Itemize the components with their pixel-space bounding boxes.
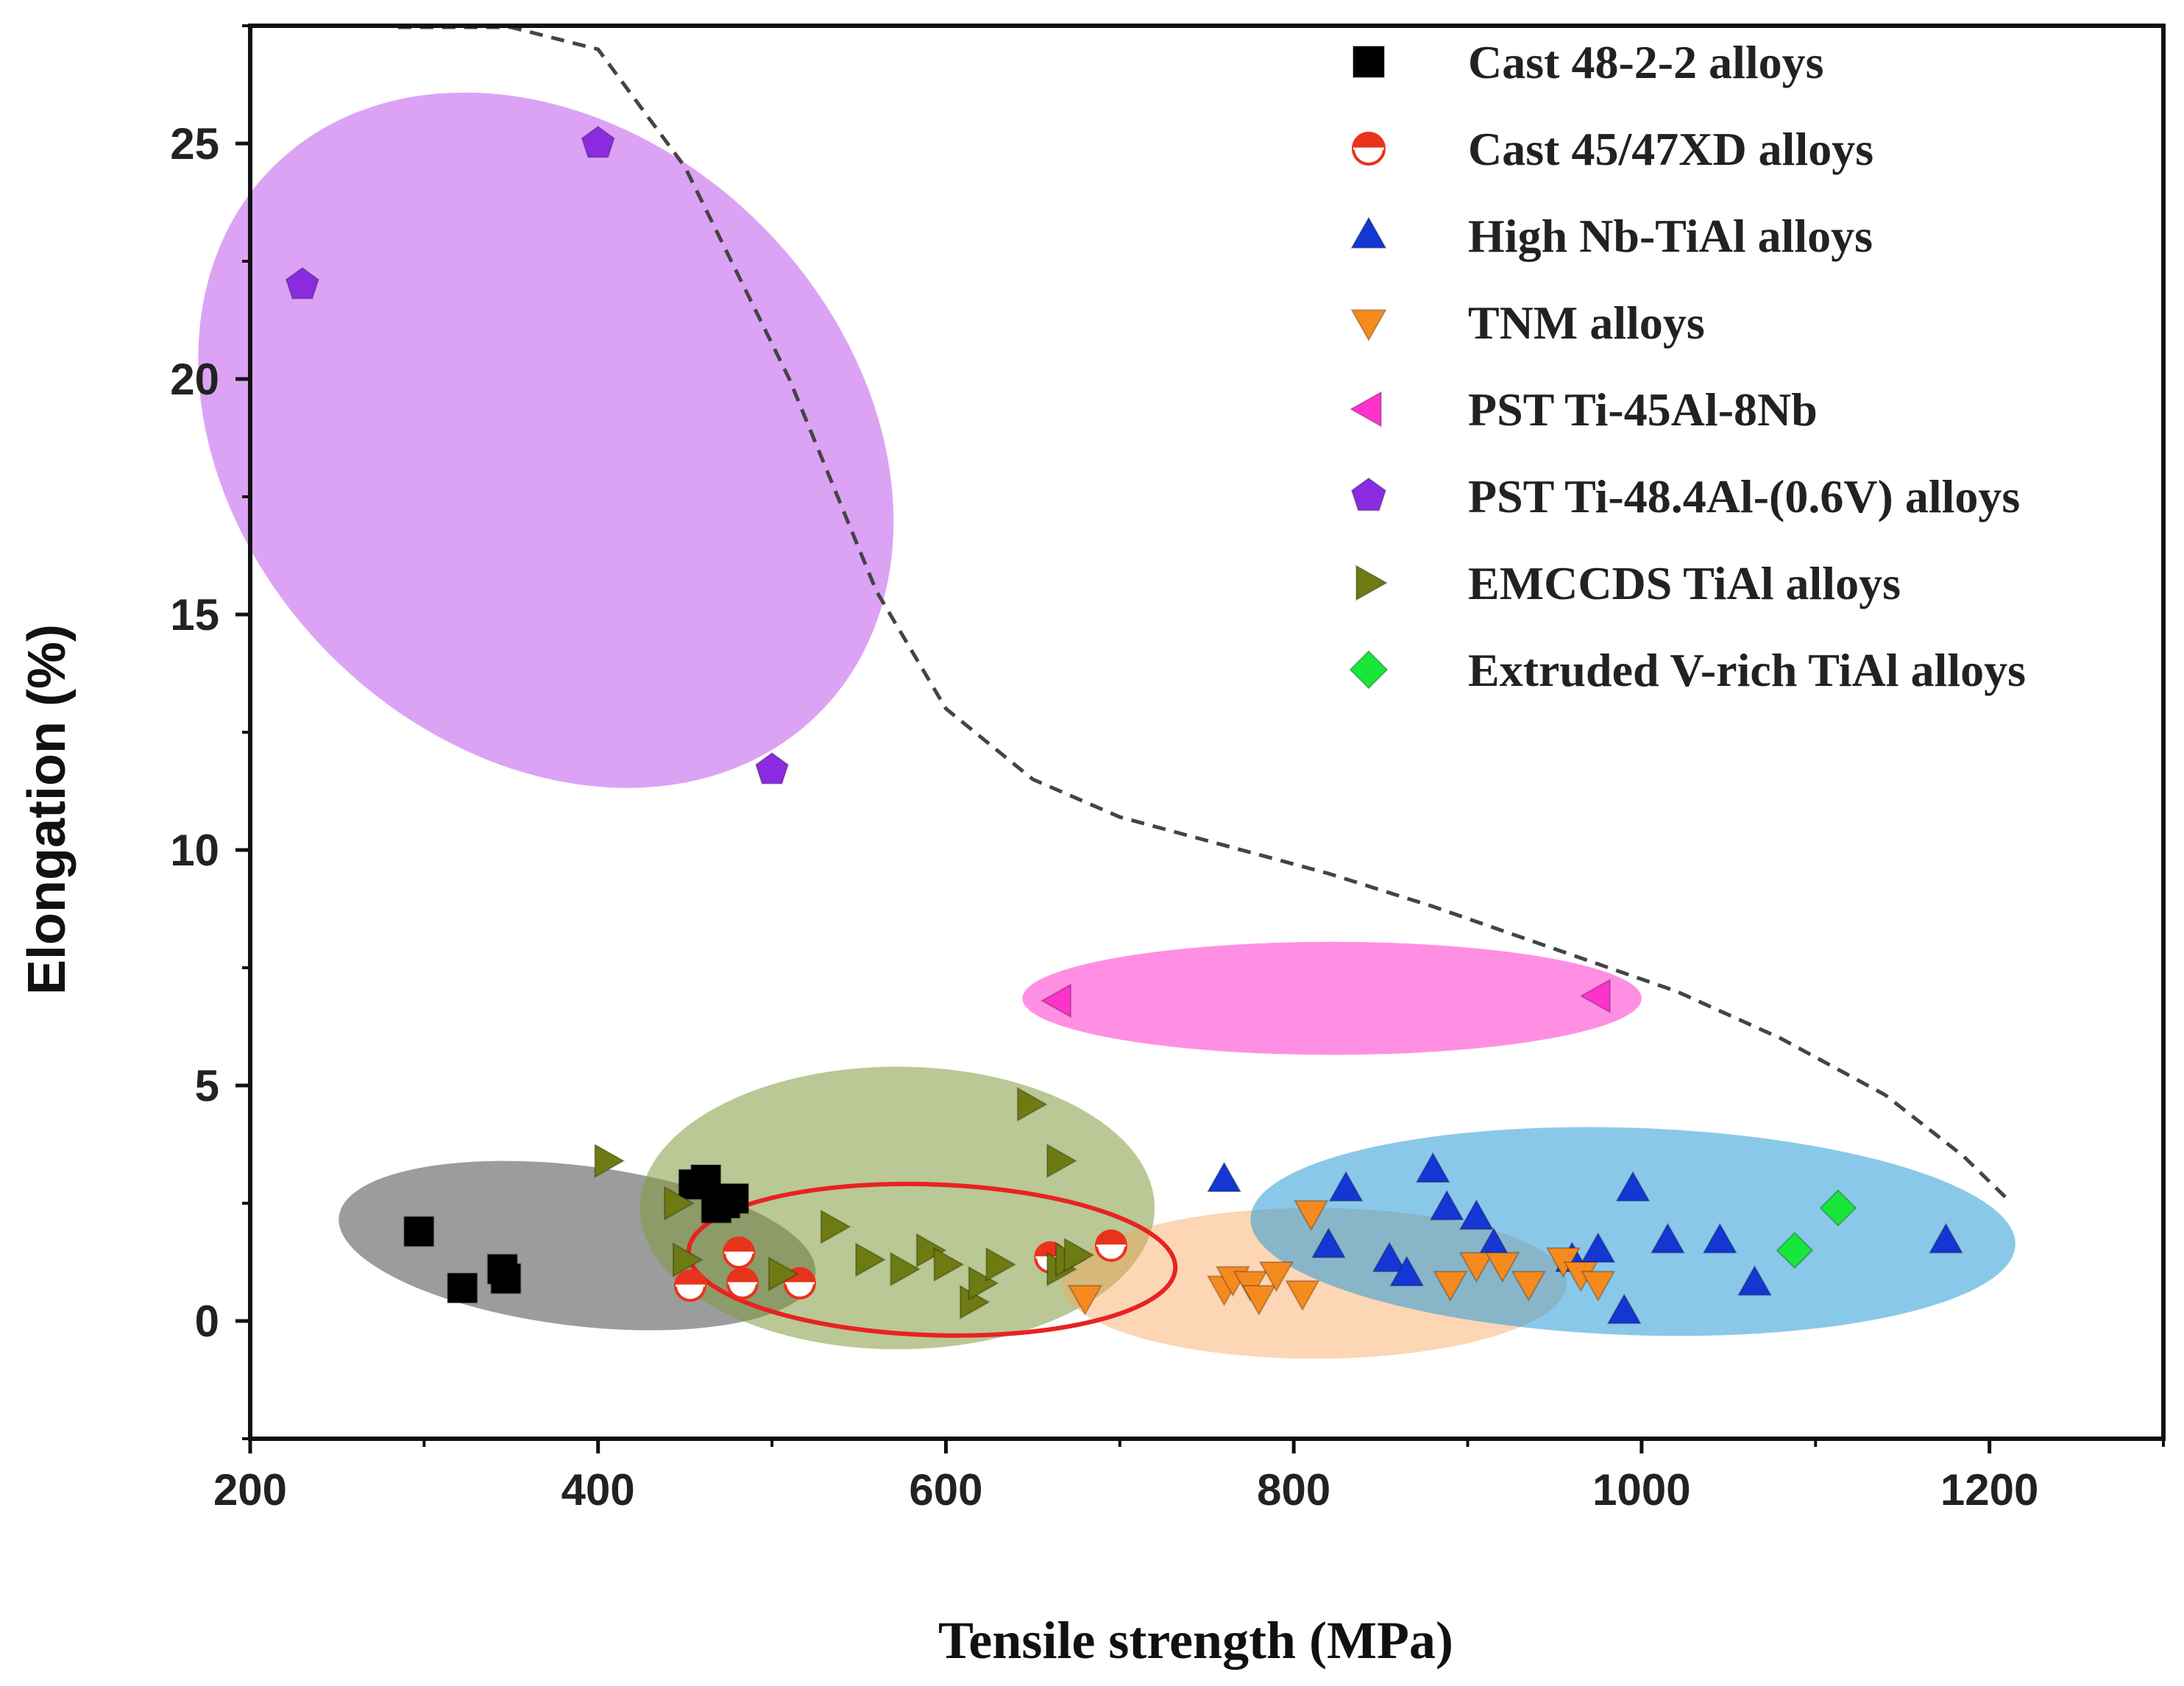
point-series6-7	[915, 1233, 947, 1268]
legend-marker-6	[1355, 564, 1389, 601]
point-series0-0	[403, 1216, 435, 1247]
x-axis-title: Tensile strength (MPa)	[938, 1611, 1453, 1670]
point-series4-1	[1579, 978, 1611, 1014]
legend-label-0: Cast 48-2-2 alloys	[1468, 36, 1824, 88]
point-series1-5	[1095, 1229, 1127, 1262]
point-series6-2	[672, 1242, 703, 1278]
point-series3-6	[1285, 1280, 1320, 1311]
point-series6-6	[890, 1251, 921, 1287]
point-series6-12	[1016, 1086, 1048, 1122]
legend-marker-5	[1350, 477, 1387, 511]
y-tick-label-1: 5	[195, 1061, 219, 1111]
point-series0-3	[490, 1263, 522, 1294]
point-series0-8	[718, 1183, 750, 1214]
legend-label-1: Cast 45/47XD alloys	[1468, 123, 1873, 175]
legend-marker-1	[1352, 132, 1386, 166]
point-series1-3	[783, 1267, 816, 1300]
point-series4-0	[1040, 983, 1072, 1019]
legend-label-2: High Nb-TiAl alloys	[1468, 210, 1873, 262]
point-series6-11	[985, 1247, 1017, 1282]
point-series2-12	[1615, 1170, 1651, 1202]
x-tick-label-0: 200	[213, 1465, 287, 1515]
x-tick-label-1: 400	[561, 1465, 635, 1515]
point-series1-2	[726, 1267, 759, 1300]
point-series3-8	[1433, 1270, 1468, 1302]
region-ellipse-3	[639, 1066, 1155, 1350]
point-series6-3	[767, 1256, 799, 1292]
point-series6-5	[855, 1242, 887, 1278]
legend-label-6: EMCCDS TiAl alloys	[1468, 557, 1901, 609]
axes: 200 400 600 800 1000 1200 0 5 10 15 20 25	[170, 24, 2165, 1515]
legend: Cast 48-2-2 alloys Cast 45/47XD alloys Hig…	[1349, 36, 2026, 696]
point-series3-14	[1581, 1270, 1616, 1302]
region-ellipse-0	[198, 92, 894, 788]
point-series3-0	[1067, 1285, 1103, 1317]
point-series6-1	[664, 1186, 695, 1221]
point-series2-4	[1389, 1255, 1425, 1286]
point-series2-1	[1311, 1227, 1347, 1258]
point-series2-15	[1737, 1264, 1773, 1296]
legend-marker-2	[1350, 216, 1387, 249]
y-tick-label-5: 25	[170, 119, 219, 169]
data-points	[285, 125, 1964, 1325]
y-tick-label-4: 20	[170, 355, 219, 404]
point-series3-9	[1458, 1252, 1495, 1283]
point-series1-1	[723, 1236, 756, 1269]
legend-label-4: PST Ti-45Al-8Nb	[1468, 383, 1818, 436]
y-tick-label-2: 10	[170, 826, 219, 875]
point-series2-7	[1458, 1199, 1495, 1230]
point-series2-11	[1606, 1293, 1642, 1325]
legend-marker-3	[1350, 309, 1387, 342]
point-series2-6	[1429, 1189, 1464, 1221]
point-series2-10	[1581, 1231, 1616, 1263]
point-series2-0	[1206, 1161, 1242, 1192]
point-series6-4	[820, 1209, 851, 1244]
y-tick-label-3: 15	[170, 590, 219, 640]
x-tick-label-4: 1000	[1592, 1465, 1690, 1515]
point-series5-2	[755, 751, 790, 784]
region-ellipse-6	[686, 1181, 1178, 1338]
legend-marker-0	[1352, 46, 1385, 78]
legend-label-3: TNM alloys	[1468, 297, 1705, 349]
point-series2-5	[1415, 1152, 1451, 1183]
point-series7-1	[1819, 1189, 1857, 1227]
point-series5-1	[581, 125, 615, 158]
legend-marker-7	[1349, 650, 1389, 690]
point-series2-3	[1372, 1241, 1407, 1272]
y-tick-label-0: 0	[195, 1297, 219, 1346]
point-series3-4	[1241, 1285, 1277, 1317]
point-series2-2	[1328, 1170, 1364, 1202]
point-series5-0	[285, 266, 319, 300]
x-tick-label-2: 600	[909, 1465, 982, 1515]
point-series6-8	[933, 1247, 965, 1282]
point-series7-0	[1776, 1231, 1814, 1269]
point-series3-7	[1294, 1200, 1329, 1231]
point-series2-16	[1928, 1222, 1964, 1254]
point-series6-16	[1063, 1237, 1095, 1273]
legend-marker-4	[1349, 391, 1382, 428]
point-series6-10	[968, 1266, 999, 1301]
y-axis-title: Elongation (%)	[18, 624, 77, 995]
point-series2-13	[1650, 1222, 1686, 1254]
point-series3-10	[1485, 1252, 1520, 1283]
legend-label-7: Extruded V-rich TiAl alloys	[1468, 644, 2026, 696]
x-tick-label-5: 1200	[1940, 1465, 2038, 1515]
point-series6-0	[594, 1143, 625, 1179]
legend-label-5: PST Ti-48.4Al-(0.6V) alloys	[1468, 470, 2020, 523]
point-series0-1	[447, 1272, 478, 1304]
point-series6-13	[1046, 1143, 1078, 1179]
point-series3-5	[1258, 1261, 1294, 1293]
x-tick-label-3: 800	[1257, 1465, 1330, 1515]
point-series1-0	[674, 1269, 706, 1302]
point-series2-14	[1702, 1222, 1738, 1254]
region-ellipse-1	[1022, 941, 1642, 1055]
point-series3-11	[1511, 1270, 1547, 1302]
